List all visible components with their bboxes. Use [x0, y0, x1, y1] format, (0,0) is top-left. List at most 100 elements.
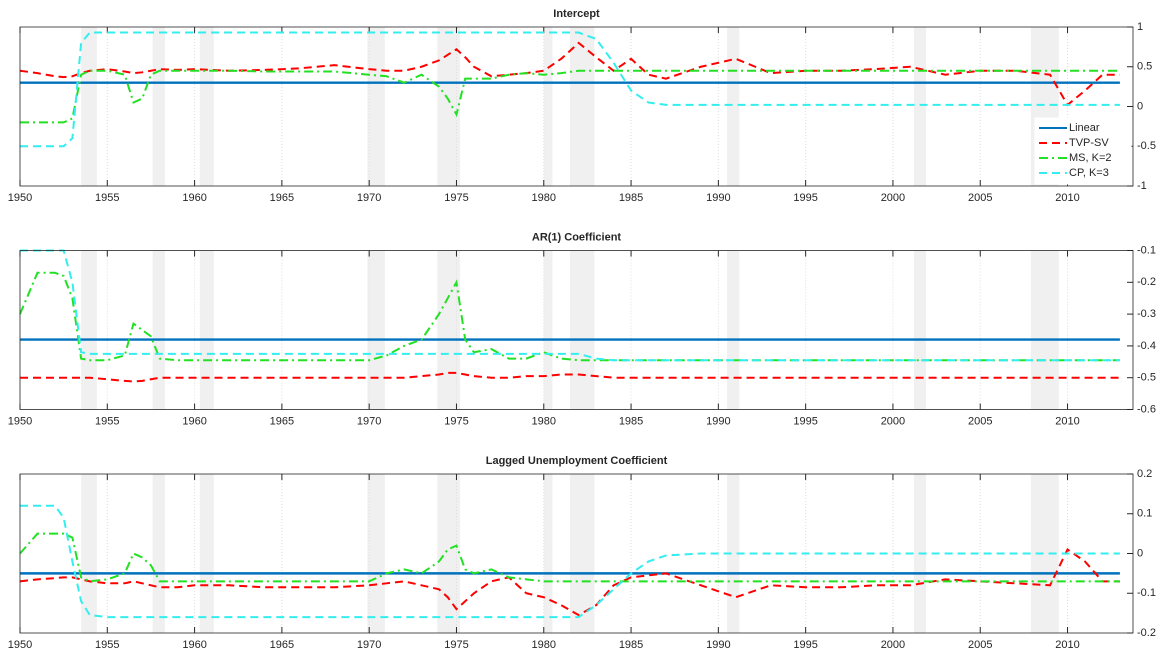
- x-tick-label: 1995: [793, 639, 817, 651]
- shaded-band: [152, 27, 165, 186]
- shaded-band: [1030, 250, 1059, 410]
- shaded-band: [543, 474, 553, 633]
- shaded-band: [437, 474, 460, 633]
- shaded-band: [913, 250, 927, 410]
- subplot: AR(1) Coefficient 1950 1955 1960 1965 1970 197…: [8, 231, 1156, 427]
- series-line: [19, 548, 1120, 617]
- x-tick-label: 2000: [881, 415, 905, 427]
- legend: Linear TVP-SV MS, K=2 CP, K=3: [1034, 117, 1132, 185]
- x-tick-label: 1970: [357, 192, 381, 204]
- series-line: [20, 249, 1120, 362]
- y-tick-label: -0.6: [1137, 403, 1156, 415]
- shaded-band: [152, 250, 165, 410]
- x-tick-label: 2005: [968, 192, 992, 204]
- series-line: [20, 31, 1120, 148]
- y-tick-label: -0.1: [1137, 244, 1156, 256]
- x-tick-label: 1980: [532, 415, 556, 427]
- shaded-band: [81, 27, 97, 186]
- series-line: [20, 69, 1120, 124]
- shaded-band: [199, 250, 214, 410]
- y-tick-label: 0.1: [1137, 508, 1152, 520]
- x-tick-label: 1955: [95, 192, 119, 204]
- y-tick-label: 0: [1137, 547, 1143, 559]
- y-tick-label: 0: [1137, 100, 1143, 112]
- shaded-band: [543, 27, 553, 186]
- axes-frame: [19, 250, 1134, 410]
- x-tick-label: 2000: [881, 192, 905, 204]
- shaded-band: [367, 27, 385, 186]
- y-tick-label: -0.5: [1137, 140, 1156, 152]
- x-tick-label: 1955: [95, 415, 119, 427]
- shaded-band: [437, 250, 460, 410]
- x-tick-label: 1960: [182, 192, 206, 204]
- x-tick-label: 1985: [619, 639, 643, 651]
- x-tick-label: 1960: [182, 415, 206, 427]
- x-tick-label: 1965: [270, 192, 294, 204]
- shaded-band: [81, 250, 97, 410]
- shaded-band: [437, 27, 460, 186]
- x-tick-label: 1970: [357, 639, 381, 651]
- legend-label: TVP-SV: [1069, 137, 1109, 149]
- y-tick-label: 1: [1137, 21, 1143, 33]
- subplot: Lagged Unemployment Coefficient 1950 1955 1…: [8, 455, 1156, 651]
- legend-label: MS, K=2: [1069, 152, 1112, 164]
- x-tick-label: 1995: [793, 192, 817, 204]
- series-line: [20, 504, 1120, 619]
- x-tick-label: 1955: [95, 639, 119, 651]
- x-tick-label: 2010: [1055, 639, 1079, 651]
- series-line: [20, 371, 1120, 383]
- subplot-title: Lagged Unemployment Coefficient: [486, 455, 668, 467]
- x-tick-label: 1950: [8, 192, 32, 204]
- x-tick-label: 1960: [182, 639, 206, 651]
- series-line: [19, 271, 1120, 362]
- shaded-band: [727, 250, 740, 410]
- legend-label: CP, K=3: [1069, 167, 1109, 179]
- x-tick-label: 1965: [270, 415, 294, 427]
- shaded-band: [81, 474, 97, 633]
- shaded-band: [199, 474, 214, 633]
- y-tick-label: -0.5: [1137, 372, 1156, 384]
- shaded-band: [569, 250, 595, 410]
- x-tick-label: 1990: [706, 192, 730, 204]
- x-tick-label: 1990: [706, 415, 730, 427]
- x-tick-label: 1985: [619, 192, 643, 204]
- shaded-band: [569, 474, 595, 633]
- x-tick-label: 2000: [881, 639, 905, 651]
- x-tick-label: 2010: [1055, 415, 1079, 427]
- shaded-band: [367, 250, 385, 410]
- x-tick-label: 1980: [532, 192, 556, 204]
- x-tick-label: 1950: [8, 639, 32, 651]
- y-tick-label: 0.5: [1137, 61, 1152, 73]
- y-tick-label: -0.1: [1137, 587, 1156, 599]
- y-tick-label: -0.2: [1137, 276, 1156, 288]
- x-tick-label: 1975: [444, 639, 468, 651]
- subplot-title: Intercept: [553, 8, 600, 20]
- shaded-band: [199, 27, 214, 186]
- y-tick-label: -0.4: [1137, 340, 1156, 352]
- series-line: [19, 41, 1120, 107]
- shaded-band: [727, 474, 740, 633]
- x-tick-label: 1950: [8, 415, 32, 427]
- y-tick-label: -0.3: [1137, 308, 1156, 320]
- x-tick-label: 1975: [444, 415, 468, 427]
- x-tick-label: 1980: [532, 639, 556, 651]
- y-tick-label: -1: [1137, 180, 1147, 192]
- x-tick-label: 2005: [968, 415, 992, 427]
- x-tick-label: 1995: [793, 415, 817, 427]
- shaded-band: [569, 27, 595, 186]
- x-tick-label: 1975: [444, 192, 468, 204]
- axes-frame: [19, 473, 1134, 634]
- axes-frame: [19, 26, 1134, 187]
- shaded-band: [367, 474, 385, 633]
- x-tick-label: 1965: [270, 639, 294, 651]
- x-tick-label: 2005: [968, 639, 992, 651]
- shaded-band: [727, 27, 740, 186]
- shaded-band: [152, 474, 165, 633]
- y-tick-label: 0.2: [1137, 468, 1152, 480]
- shaded-band: [913, 27, 927, 186]
- x-tick-label: 2010: [1055, 192, 1079, 204]
- y-tick-label: -0.2: [1137, 627, 1156, 639]
- shaded-band: [543, 250, 553, 410]
- subplot: Intercept 1950 1955 1960 1965 1970 1975 1980 198…: [8, 8, 1156, 204]
